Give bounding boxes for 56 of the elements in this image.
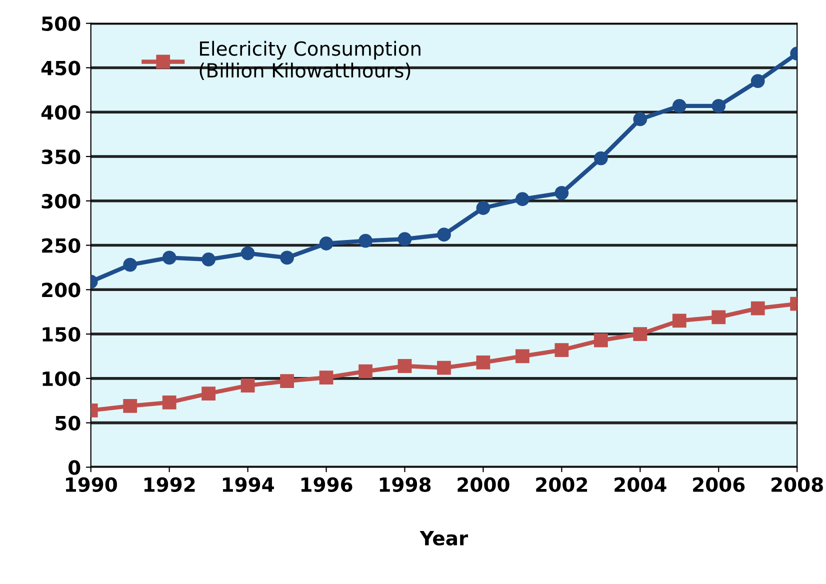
point bbox=[633, 112, 648, 126]
x-axis-title: Year bbox=[420, 531, 468, 546]
y-tick-label: 400 bbox=[41, 105, 80, 120]
point bbox=[202, 386, 216, 400]
point bbox=[712, 98, 726, 113]
point bbox=[750, 301, 765, 316]
point bbox=[672, 98, 686, 113]
y-tick-label: 200 bbox=[42, 282, 80, 298]
point bbox=[554, 343, 569, 357]
point bbox=[240, 378, 255, 392]
y-tick-label: 250 bbox=[42, 238, 80, 253]
point bbox=[319, 236, 334, 250]
point bbox=[123, 258, 138, 272]
point bbox=[358, 364, 372, 378]
point bbox=[162, 395, 176, 410]
x-tick-label: 2000 bbox=[458, 477, 510, 492]
point bbox=[202, 252, 216, 266]
point bbox=[712, 310, 726, 324]
x-tick-label: 1998 bbox=[380, 477, 431, 492]
point bbox=[594, 333, 608, 348]
point bbox=[280, 250, 294, 265]
point bbox=[437, 228, 451, 242]
y-tick-label: 500 bbox=[42, 16, 80, 32]
point bbox=[319, 370, 334, 384]
x-tick-label: 1990 bbox=[66, 477, 117, 492]
point bbox=[437, 360, 451, 375]
y-tick-label: 300 bbox=[42, 194, 80, 209]
y-tick-label: 150 bbox=[42, 327, 80, 342]
point bbox=[516, 192, 530, 206]
point bbox=[358, 234, 372, 248]
point bbox=[554, 186, 569, 200]
point bbox=[398, 359, 412, 373]
y-tick-label: 50 bbox=[56, 416, 80, 430]
x-tick-label: 1996 bbox=[301, 477, 352, 492]
point bbox=[476, 356, 490, 370]
point bbox=[750, 74, 765, 88]
point bbox=[240, 246, 255, 260]
y-tick-label: 350 bbox=[42, 149, 80, 164]
point bbox=[123, 399, 138, 413]
y-tick-label: 450 bbox=[41, 60, 80, 76]
x-tick-label: 2006 bbox=[693, 477, 745, 492]
point bbox=[476, 201, 490, 215]
x-tick-label: 2002 bbox=[536, 477, 588, 492]
point bbox=[280, 374, 294, 388]
point bbox=[672, 314, 686, 328]
x-tick-label: 2004 bbox=[614, 477, 666, 492]
x-tick-label: 1994 bbox=[222, 477, 274, 492]
point bbox=[516, 349, 530, 364]
point bbox=[398, 232, 412, 246]
point bbox=[594, 151, 608, 166]
point bbox=[633, 327, 648, 341]
x-tick-label: 2008 bbox=[772, 477, 823, 492]
x-tick-label: 1992 bbox=[144, 477, 195, 492]
y-tick-label: 0 bbox=[68, 460, 80, 475]
point bbox=[162, 250, 176, 265]
y-tick-label: 100 bbox=[42, 371, 80, 386]
